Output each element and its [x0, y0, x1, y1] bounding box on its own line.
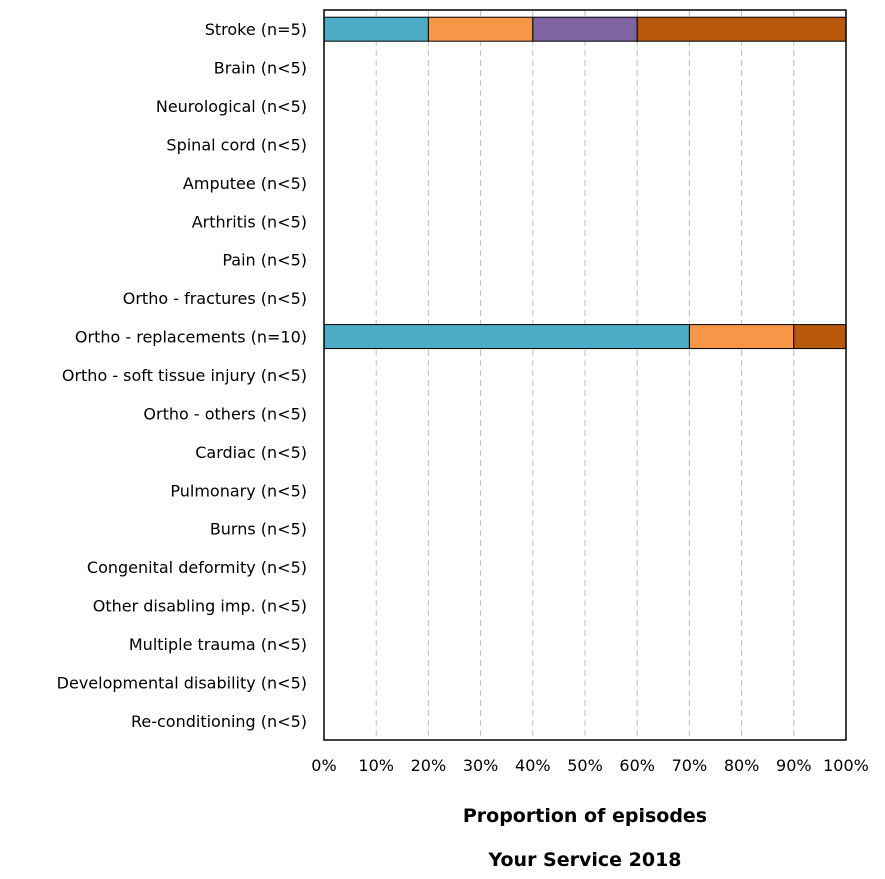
x-axis-title: Proportion of episodes	[463, 805, 707, 827]
x-tick-label: 10%	[358, 756, 394, 775]
plot-frame	[323, 9, 847, 741]
category-label: Re-conditioning (n<5)	[131, 712, 307, 731]
category-label: Ortho - others (n<5)	[143, 404, 307, 423]
category-label: Stroke (n=5)	[205, 20, 307, 39]
category-label: Arthritis (n<5)	[192, 212, 307, 231]
category-label: Multiple trauma (n<5)	[129, 635, 307, 654]
category-label: Burns (n<5)	[210, 520, 307, 539]
x-tick-label: 20%	[411, 756, 447, 775]
category-label: Cardiac (n<5)	[195, 443, 307, 462]
category-label: Ortho - replacements (n=10)	[75, 328, 307, 347]
bar-segment	[636, 16, 847, 42]
category-label: Ortho - soft tissue injury (n<5)	[62, 366, 307, 385]
x-tick-label: 40%	[515, 756, 551, 775]
category-label: Neurological (n<5)	[156, 97, 307, 116]
category-label: Developmental disability (n<5)	[57, 673, 307, 692]
category-label: Pain (n<5)	[222, 251, 307, 270]
bar-segment	[532, 16, 638, 42]
bar-segment	[323, 324, 690, 350]
x-tick-labels: 0% 10% 20% 30% 40% 50% 60% 70% 80% 90% 100%	[311, 756, 869, 775]
x-tick-label: 50%	[567, 756, 603, 775]
bars	[323, 16, 847, 350]
x-tick-label: 0%	[311, 756, 336, 775]
bar-segment	[688, 324, 795, 350]
category-label: Pulmonary (n<5)	[170, 481, 307, 500]
category-labels: Stroke (n=5) Brain (n<5) Neurological (n<5…	[57, 20, 307, 731]
bar-segment	[427, 16, 534, 42]
category-label: Amputee (n<5)	[183, 174, 307, 193]
category-label: Congenital deformity (n<5)	[87, 558, 307, 577]
category-label: Brain (n<5)	[214, 59, 307, 78]
category-label: Ortho - fractures (n<5)	[123, 289, 307, 308]
gridlines	[375, 10, 795, 740]
x-tick-label: 100%	[823, 756, 869, 775]
x-tick-label: 80%	[724, 756, 760, 775]
category-label: Spinal cord (n<5)	[166, 135, 307, 154]
x-tick-label: 60%	[619, 756, 655, 775]
bar-segment	[793, 324, 847, 350]
x-tick-label: 70%	[672, 756, 708, 775]
category-label: Other disabling imp. (n<5)	[93, 597, 307, 616]
x-tick-label: 30%	[463, 756, 499, 775]
chart-subtitle: Your Service 2018	[487, 849, 681, 871]
bar-segment	[323, 16, 429, 42]
x-tick-label: 90%	[776, 756, 812, 775]
